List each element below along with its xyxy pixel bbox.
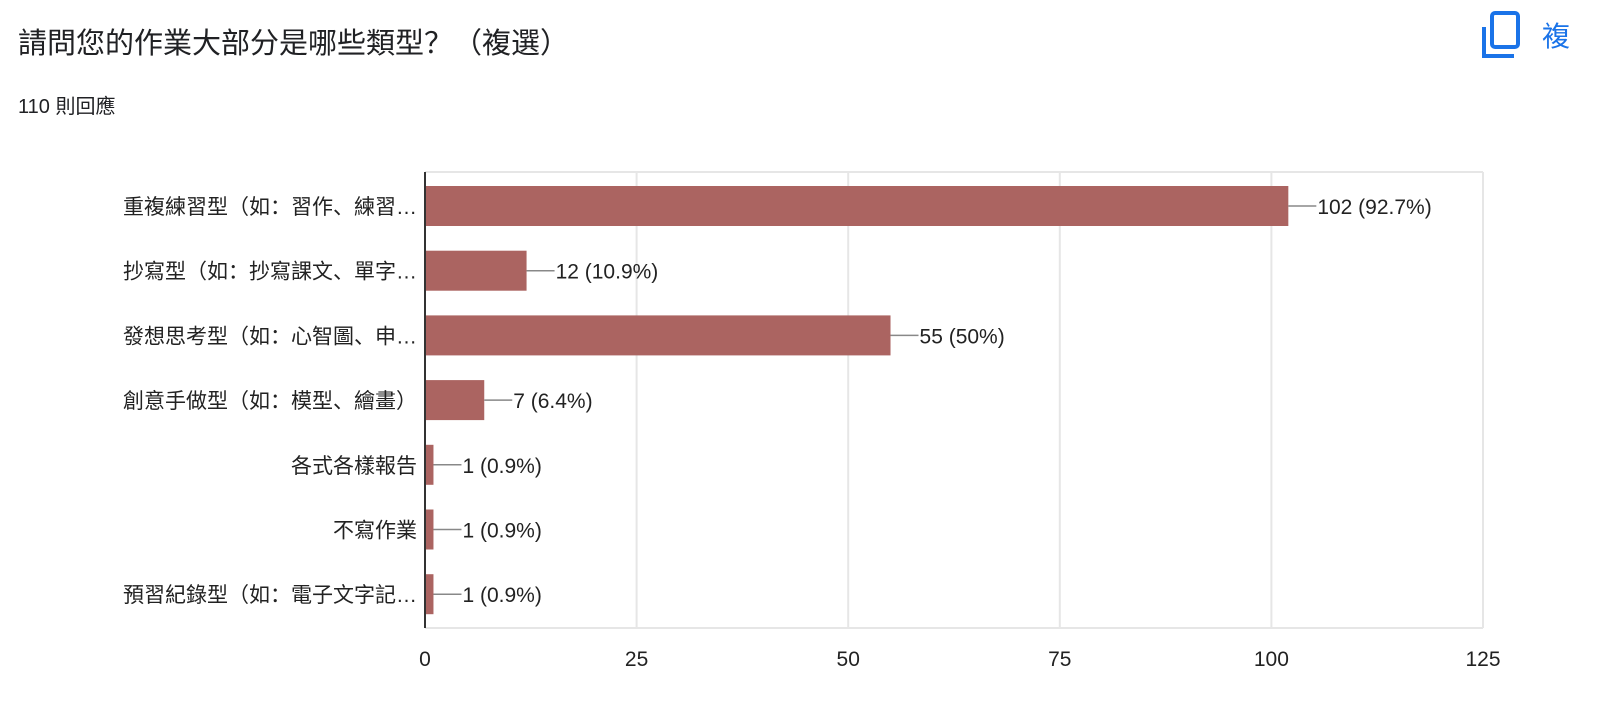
bar [425,444,434,485]
category-label: 重複練習型（如：習作、練習… [123,196,417,219]
category-label: 各式各樣報告 [291,455,417,478]
bar [425,250,527,291]
bar [425,315,891,356]
data-label: 12 (10.9%) [556,261,659,284]
data-label: 1 (0.9%) [462,520,541,543]
category-label: 不寫作業 [333,520,417,543]
x-tick-label: 125 [1465,648,1500,671]
copy-icon [1482,11,1520,58]
data-label: 55 (50%) [920,325,1005,348]
x-tick-label: 100 [1254,648,1289,671]
response-count: 110 則回應 [18,96,116,118]
copy-chart-button[interactable]: 複 [1480,10,1570,60]
bar [425,574,434,615]
category-label: 創意手做型（如：模型、繪畫） [123,390,417,413]
question-title: 請問您的作業大部分是哪些類型？（複選） [18,28,570,60]
data-label: 102 (92.7%) [1317,196,1431,219]
x-tick-label: 75 [1048,648,1071,671]
x-tick-label: 0 [419,648,431,671]
data-label: 7 (6.4%) [513,390,592,413]
bar [425,380,485,421]
data-label: 1 (0.9%) [462,455,541,478]
category-label: 發想思考型（如：心智圖、申… [123,325,417,348]
copy-label: 複 [1542,21,1571,52]
x-tick-label: 25 [625,648,648,671]
bar [425,186,1289,226]
data-label: 1 (0.9%) [462,584,541,607]
x-tick-label: 50 [837,648,860,671]
category-label: 預習紀錄型（如：電子文字記… [123,584,417,607]
category-label: 抄寫型（如：抄寫課文、單字… [123,261,417,284]
bar [425,509,434,550]
